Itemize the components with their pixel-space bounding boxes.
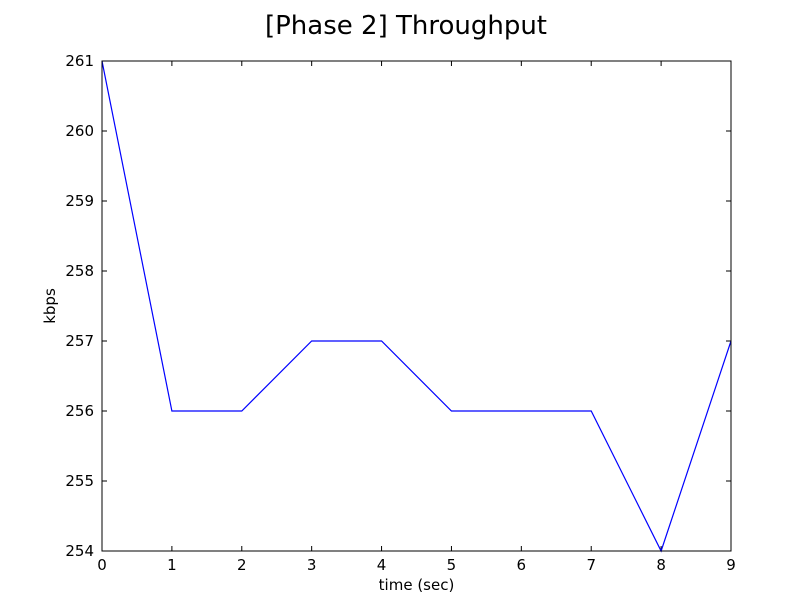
plot-frame (101, 60, 732, 552)
y-tick-label: 258 (65, 262, 94, 280)
x-tick-label: 7 (586, 556, 596, 574)
x-tick-label: 1 (167, 556, 177, 574)
y-tick-label: 254 (65, 542, 94, 560)
y-tick-label: 259 (65, 192, 94, 210)
y-axis-label: kbps (41, 288, 59, 324)
x-tick-label: 3 (307, 556, 317, 574)
y-tick-label: 257 (65, 332, 94, 350)
x-tick-label: 5 (447, 556, 457, 574)
x-tick-label: 8 (656, 556, 666, 574)
series-line (101, 60, 732, 553)
y-tick-label: 261 (65, 52, 94, 70)
x-tick-label: 6 (517, 556, 527, 574)
y-tick-label: 256 (65, 402, 94, 420)
x-tick-label: 0 (97, 556, 107, 574)
x-tick-label: 9 (726, 556, 736, 574)
x-tick-label: 4 (377, 556, 387, 574)
chart-title: [Phase 2] Throughput (265, 11, 547, 41)
y-axis-tick-labels: 254 255 256 257 258 259 260 261 (65, 52, 94, 560)
x-axis-label: time (sec) (379, 576, 455, 594)
y-tick-label: 255 (65, 472, 94, 490)
x-tick-label: 2 (237, 556, 247, 574)
x-axis-tick-labels: 0 1 2 3 4 5 6 7 8 9 (97, 556, 736, 574)
y-tick-label: 260 (65, 122, 94, 140)
tick-marks (101, 60, 732, 552)
